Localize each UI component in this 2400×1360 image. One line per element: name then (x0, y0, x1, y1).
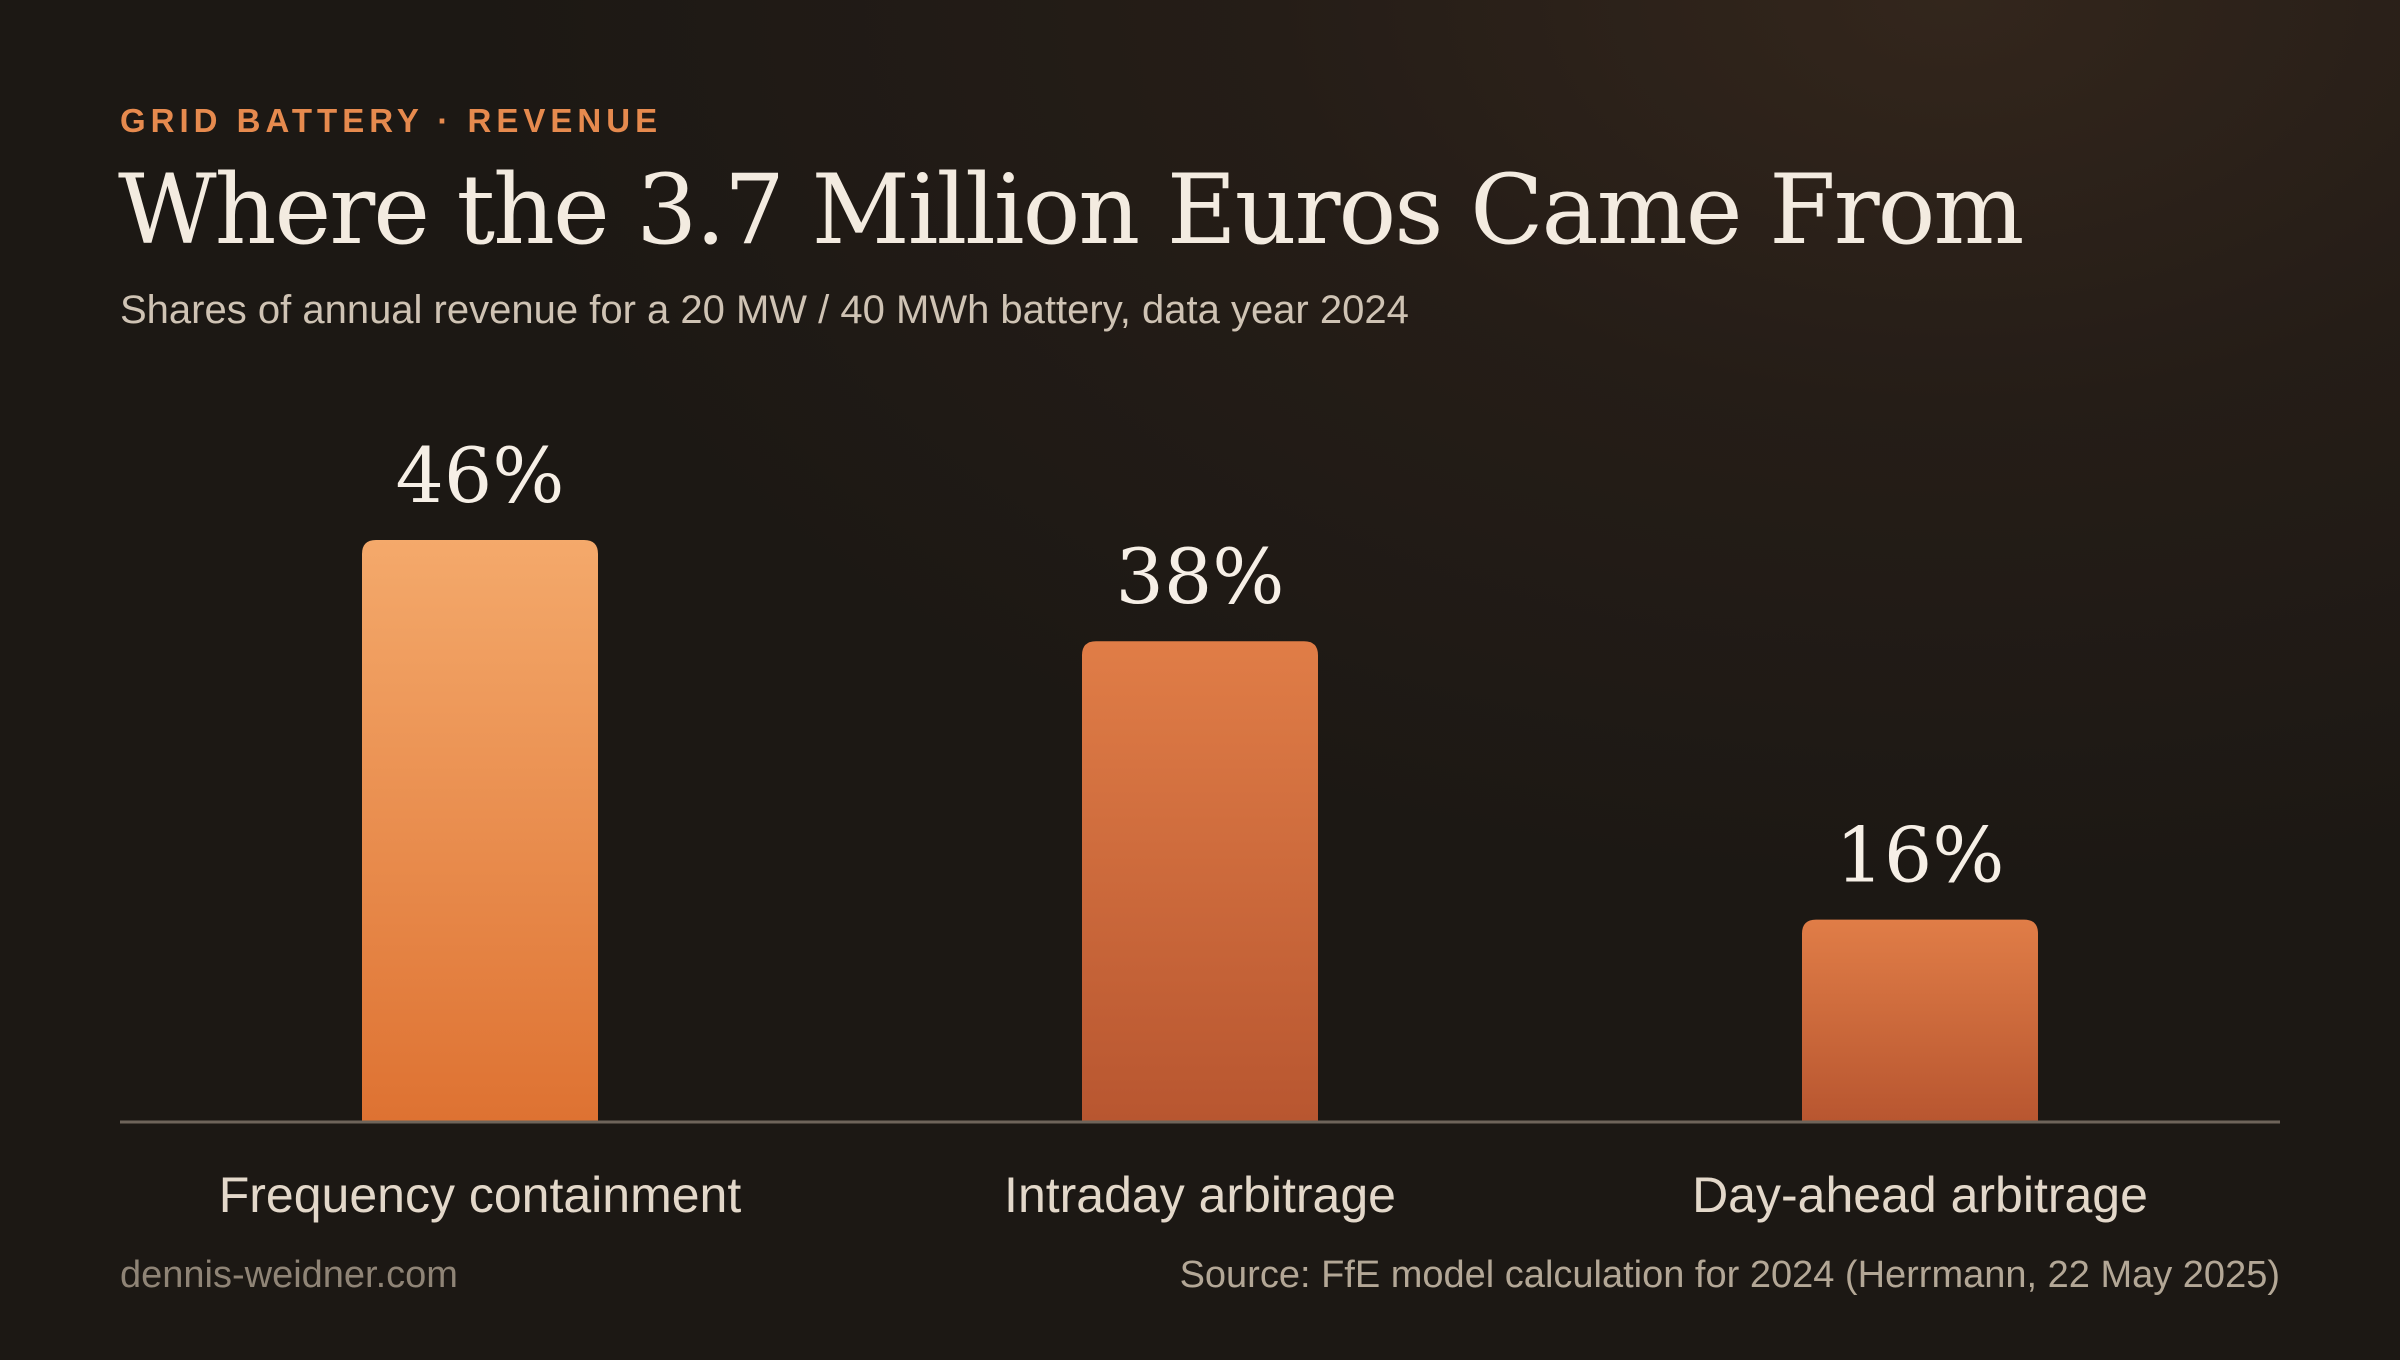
category-label: Day-ahead arbitrage (1692, 1167, 2148, 1223)
chart-kicker: GRID BATTERY · REVENUE (120, 102, 663, 139)
value-label: 38% (1116, 532, 1285, 621)
chart-subtitle: Shares of annual revenue for a 20 MW / 4… (120, 288, 1409, 332)
site-credit: dennis-weidner.com (120, 1254, 458, 1296)
category-label: Frequency containment (219, 1167, 742, 1223)
chart-title: Where the 3.7 Million Euros Came From (118, 154, 2024, 266)
value-label: 46% (396, 431, 565, 520)
bar-day-ahead-arbitrage (1802, 919, 2038, 1122)
bar-frequency-containment (362, 540, 598, 1122)
bar-intraday-arbitrage (1082, 641, 1318, 1122)
value-label: 16% (1836, 811, 2005, 900)
source-note: Source: FfE model calculation for 2024 (… (1179, 1254, 2280, 1296)
category-label: Intraday arbitrage (1004, 1167, 1396, 1223)
